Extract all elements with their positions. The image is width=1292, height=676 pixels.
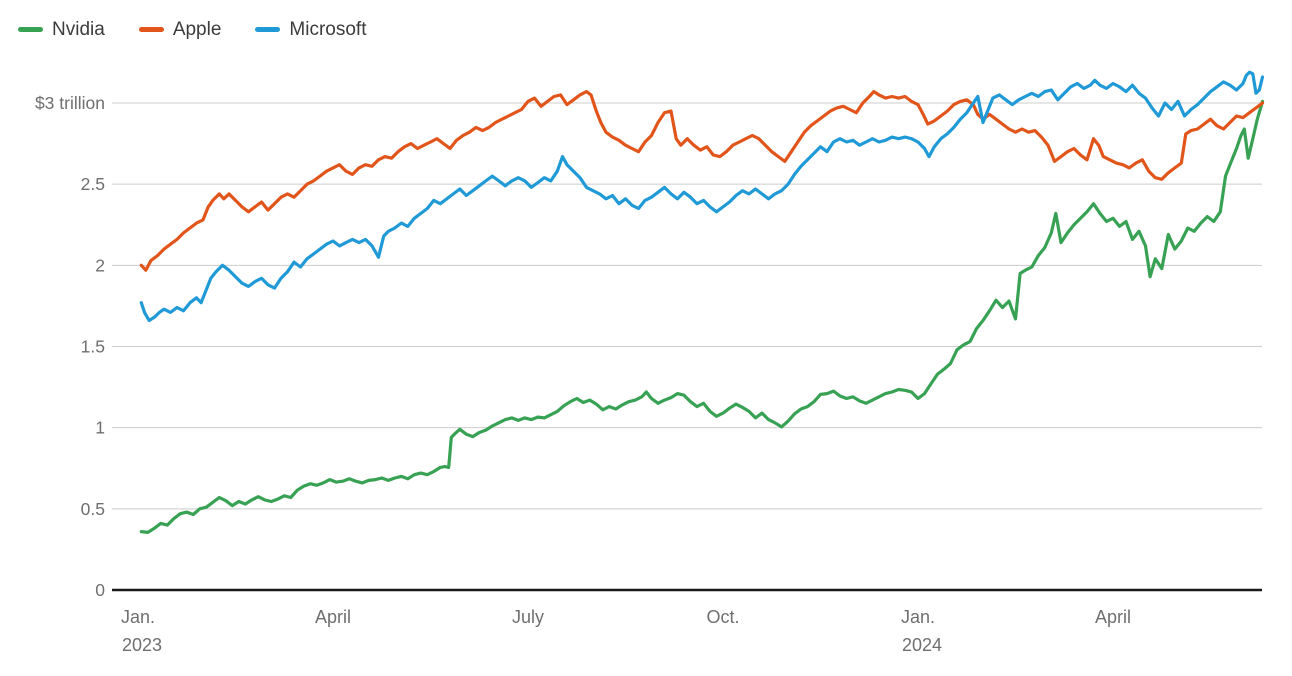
x-tick-label: April <box>1095 607 1131 627</box>
x-tick-label: Jan. <box>121 607 155 627</box>
legend-label-apple: Apple <box>172 19 222 40</box>
legend-item-nvidia: Nvidia <box>18 20 105 39</box>
y-tick-label: 0.5 <box>81 499 105 519</box>
microsoft-line-swatch-icon <box>255 27 281 32</box>
y-tick-label: 1 <box>95 418 105 438</box>
x-tick-label: July <box>512 607 544 627</box>
chart-legend: Nvidia Apple Microsoft <box>18 20 367 39</box>
series-lines <box>139 70 1265 535</box>
x-tick-label: Jan. <box>901 607 935 627</box>
y-axis: $3 trillion 2.5 2 1.5 1 0.5 0 <box>35 93 1262 600</box>
y-tick-label: 0 <box>95 580 105 600</box>
y-tick-label: $3 trillion <box>35 93 105 113</box>
x-tick-year-label: 2023 <box>122 635 162 655</box>
microsoft-line <box>139 70 1265 323</box>
apple-line-swatch-icon <box>138 27 164 32</box>
legend-label-nvidia: Nvidia <box>52 19 105 40</box>
x-axis-labels: Jan. 2023 April July Oct. Jan. 2024 April <box>121 607 1131 655</box>
y-tick-label: 2.5 <box>81 174 105 194</box>
x-tick-label: Oct. <box>706 607 739 627</box>
nvidia-line <box>139 99 1265 535</box>
y-tick-label: 2 <box>95 255 105 275</box>
apple-line <box>139 89 1265 272</box>
y-tick-label: 1.5 <box>81 337 105 357</box>
x-tick-year-label: 2024 <box>902 635 942 655</box>
x-tick-label: April <box>315 607 351 627</box>
legend-label-microsoft: Microsoft <box>289 19 367 40</box>
nvidia-line-swatch-icon <box>18 27 43 32</box>
legend-item-microsoft: Microsoft <box>255 19 367 40</box>
legend-item-apple: Apple <box>138 19 222 40</box>
